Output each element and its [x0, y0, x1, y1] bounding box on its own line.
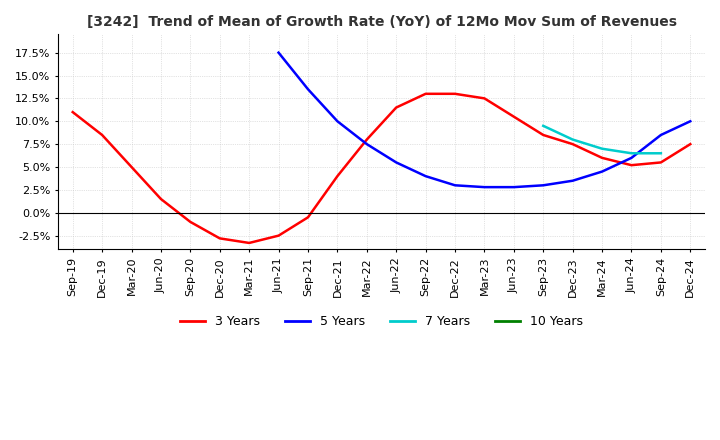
- 3 Years: [68, 110, 77, 115]
- 3 Years: [421, 91, 430, 96]
- 5 Years: [568, 178, 577, 183]
- 7 Years: [539, 123, 548, 128]
- 3 Years: [304, 215, 312, 220]
- 7 Years: [657, 150, 665, 156]
- 3 Years: [657, 160, 665, 165]
- 7 Years: [568, 137, 577, 142]
- 5 Years: [392, 160, 400, 165]
- 5 Years: [627, 155, 636, 161]
- Line: 5 Years: 5 Years: [279, 53, 690, 187]
- 3 Years: [245, 240, 253, 246]
- 3 Years: [686, 142, 695, 147]
- 3 Years: [333, 173, 342, 179]
- 5 Years: [598, 169, 606, 174]
- 5 Years: [686, 119, 695, 124]
- 5 Years: [421, 173, 430, 179]
- 3 Years: [215, 236, 224, 241]
- Line: 7 Years: 7 Years: [544, 126, 661, 153]
- 3 Years: [392, 105, 400, 110]
- 5 Years: [480, 184, 489, 190]
- 3 Years: [627, 162, 636, 168]
- 3 Years: [510, 114, 518, 119]
- 3 Years: [568, 142, 577, 147]
- 3 Years: [598, 155, 606, 161]
- 5 Years: [451, 183, 459, 188]
- Line: 3 Years: 3 Years: [73, 94, 690, 243]
- 3 Years: [274, 233, 283, 238]
- 5 Years: [333, 119, 342, 124]
- 3 Years: [362, 137, 371, 142]
- 3 Years: [98, 132, 107, 138]
- 7 Years: [627, 150, 636, 156]
- 5 Years: [274, 50, 283, 55]
- 3 Years: [127, 165, 136, 170]
- 3 Years: [186, 219, 194, 224]
- 3 Years: [539, 132, 548, 138]
- 3 Years: [157, 196, 166, 202]
- 5 Years: [304, 87, 312, 92]
- 5 Years: [362, 142, 371, 147]
- 7 Years: [598, 146, 606, 151]
- Legend: 3 Years, 5 Years, 7 Years, 10 Years: 3 Years, 5 Years, 7 Years, 10 Years: [175, 310, 588, 334]
- 5 Years: [510, 184, 518, 190]
- 5 Years: [657, 132, 665, 138]
- 3 Years: [451, 91, 459, 96]
- 5 Years: [539, 183, 548, 188]
- Title: [3242]  Trend of Mean of Growth Rate (YoY) of 12Mo Mov Sum of Revenues: [3242] Trend of Mean of Growth Rate (YoY…: [86, 15, 677, 29]
- 3 Years: [480, 96, 489, 101]
